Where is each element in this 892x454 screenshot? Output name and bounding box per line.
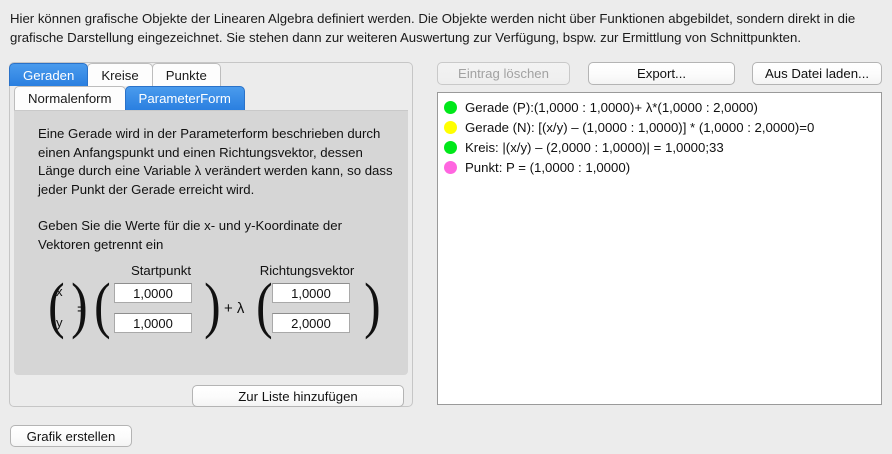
paren-close-start: ) (204, 272, 221, 340)
description-paragraph-2: Geben Sie die Werte für die x- und y-Koo… (38, 218, 342, 252)
direction-y-input[interactable]: 2,0000 (272, 313, 350, 333)
paren-close-xy: ) (71, 272, 88, 340)
list-item[interactable]: Kreis: |(x/y) – (2,0000 : 1,0000)| = 1,0… (438, 137, 881, 157)
xy-variable-column: x y (56, 283, 74, 341)
equals-sign: = (77, 301, 86, 318)
list-item[interactable]: Gerade (P):(1,0000 : 1,0000)+ λ*(1,0000 … (438, 97, 881, 117)
paren-close-dir: ) (364, 272, 381, 340)
list-toolbar: Eintrag löschen Export... Aus Datei lade… (437, 62, 882, 85)
tab-parameterform[interactable]: ParameterForm (124, 86, 245, 110)
export-button[interactable]: Export... (588, 62, 735, 85)
tab-punkte[interactable]: Punkte (151, 63, 221, 86)
list-item-label: Gerade (P):(1,0000 : 1,0000)+ λ*(1,0000 … (465, 99, 758, 115)
color-swatch-icon (444, 160, 457, 174)
intro-paragraph: Hier können grafische Objekte der Linear… (10, 11, 856, 45)
variable-y: y (56, 315, 63, 330)
paren-open-xy: ( (48, 272, 65, 340)
description-paragraph-1: Eine Gerade wird in der Parameterform be… (38, 126, 393, 197)
paren-open-dir: ( (256, 272, 273, 340)
start-x-input[interactable]: 1,0000 (114, 283, 192, 303)
color-swatch-icon (444, 140, 457, 154)
delete-entry-button[interactable]: Eintrag löschen (437, 62, 570, 85)
tab-normalenform[interactable]: Normalenform (14, 86, 126, 110)
tab-geraden[interactable]: Geraden (9, 63, 89, 86)
startpunkt-label: Startpunkt (130, 263, 192, 278)
parameterform-panel: Eine Gerade wird in der Parameterform be… (14, 111, 408, 375)
direction-x-input[interactable]: 1,0000 (272, 283, 350, 303)
load-from-file-button[interactable]: Aus Datei laden... (752, 62, 882, 85)
create-graphic-button[interactable]: Grafik erstellen (10, 425, 132, 447)
start-y-input[interactable]: 1,0000 (114, 313, 192, 333)
list-item-label: Kreis: |(x/y) – (2,0000 : 1,0000)| = 1,0… (465, 139, 724, 155)
list-item-label: Punkt: P = (1,0000 : 1,0000) (465, 159, 631, 175)
color-swatch-icon (444, 100, 457, 114)
panel-description: Eine Gerade wird in der Parameterform be… (38, 125, 393, 254)
richtungsvektor-label: Richtungsvektor (259, 263, 355, 278)
color-swatch-icon (444, 120, 457, 134)
object-list[interactable]: Gerade (P):(1,0000 : 1,0000)+ λ*(1,0000 … (437, 92, 882, 405)
list-item-label: Gerade (N): [(x/y) – (1,0000 : 1,0000)] … (465, 119, 815, 135)
plus-lambda-symbol: + λ (224, 300, 245, 317)
tab-kreise[interactable]: Kreise (87, 63, 153, 86)
variable-x: x (56, 284, 63, 299)
object-type-tabbar: Geraden Kreise Punkte (9, 62, 221, 86)
list-item[interactable]: Gerade (N): [(x/y) – (1,0000 : 1,0000)] … (438, 117, 881, 137)
vector-equation-row: ( x y ) = ( 1,0000 1,0000 ) + λ ( 1,0000… (14, 273, 408, 345)
line-form-tabbar: Normalenform ParameterForm (14, 86, 408, 111)
vector-labels: Startpunkt Richtungsvektor (14, 263, 408, 281)
paren-open-start: ( (94, 272, 111, 340)
add-to-list-button[interactable]: Zur Liste hinzufügen (192, 385, 404, 407)
list-item[interactable]: Punkt: P = (1,0000 : 1,0000) (438, 157, 881, 177)
